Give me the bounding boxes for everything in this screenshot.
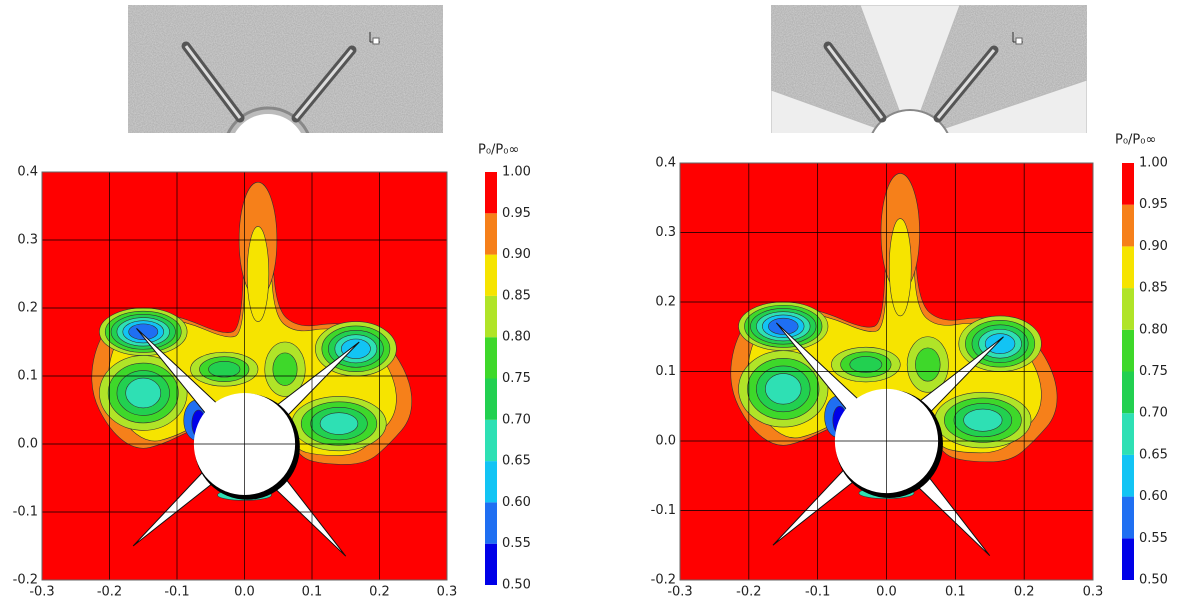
contour-region bbox=[768, 317, 799, 335]
y-tick-label: 0.1 bbox=[17, 369, 38, 384]
y-tick-label: 0.0 bbox=[655, 434, 676, 449]
x-tick-label: 0.0 bbox=[876, 585, 897, 600]
contour-region bbox=[125, 377, 162, 409]
contour-region bbox=[963, 408, 1003, 432]
x-tick-label: 0.3 bbox=[437, 585, 458, 600]
colorbar-segment bbox=[485, 254, 497, 296]
colorbar-segment bbox=[1122, 371, 1134, 414]
x-tick-label: 0.3 bbox=[1083, 585, 1104, 600]
y-tick-label: 0.1 bbox=[655, 364, 676, 379]
colorbar-tick-label: 0.85 bbox=[502, 288, 531, 303]
colorbar-segment bbox=[485, 172, 497, 214]
colorbar-tick-label: 0.70 bbox=[1139, 406, 1168, 421]
colorbar-segment bbox=[1122, 413, 1134, 455]
colorbar-segment bbox=[485, 213, 497, 255]
colorbar-segment bbox=[1122, 204, 1134, 247]
x-tick-label: -0.1 bbox=[164, 585, 189, 600]
colorbar-tick-label: 1.00 bbox=[1139, 156, 1168, 171]
y-tick-label: -0.2 bbox=[13, 573, 38, 588]
contour-region bbox=[208, 360, 241, 378]
contour-region bbox=[765, 373, 802, 405]
colorbar-tick-label: 0.90 bbox=[502, 247, 531, 262]
colorbar-tick-label: 0.60 bbox=[502, 495, 531, 510]
colorbar-segment bbox=[1122, 454, 1134, 497]
colorbar-segment bbox=[485, 461, 497, 503]
colorbar-segment bbox=[1122, 329, 1134, 372]
y-tick-label: 0.2 bbox=[655, 295, 676, 310]
contour-region bbox=[849, 356, 883, 373]
colorbar-tick-label: 0.95 bbox=[502, 206, 531, 221]
colorbar-title: P₀/P₀∞ bbox=[478, 143, 519, 158]
y-tick-label: -0.2 bbox=[651, 573, 676, 588]
colorbar-tick-label: 0.75 bbox=[1139, 364, 1168, 379]
colorbar-title: P₀/P₀∞ bbox=[1115, 133, 1156, 148]
x-tick-label: 0.2 bbox=[369, 585, 390, 600]
mesh-image bbox=[128, 5, 443, 133]
colorbar-segment bbox=[485, 502, 497, 544]
x-tick-label: 0.1 bbox=[302, 585, 323, 600]
x-tick-label: 0.1 bbox=[945, 585, 966, 600]
colorbar-tick-label: 0.80 bbox=[1139, 322, 1168, 337]
colorbar-tick-label: 0.70 bbox=[502, 412, 531, 427]
colorbar-tick-label: 0.50 bbox=[502, 578, 531, 593]
contour-panel: -0.3 -0.2 -0.1 0.0 0.1 0.2 0.3-0.2-0.10.00.10.… bbox=[13, 143, 531, 600]
contour-panel: -0.3 -0.2 -0.1 0.0 0.1 0.2 0.3-0.2-0.10.00.10.… bbox=[651, 133, 1168, 600]
y-tick-label: 0.2 bbox=[17, 301, 38, 316]
colorbar-tick-label: 0.50 bbox=[1139, 573, 1168, 588]
colorbar-tick-label: 1.00 bbox=[502, 165, 531, 180]
y-tick-label: 0.3 bbox=[17, 233, 38, 248]
x-tick-label: 0.2 bbox=[1014, 585, 1035, 600]
x-tick-label: -0.1 bbox=[805, 585, 830, 600]
colorbar-segment bbox=[485, 543, 497, 585]
contour-region bbox=[984, 333, 1016, 355]
y-tick-label: 0.0 bbox=[17, 437, 38, 452]
y-tick-label: 0.4 bbox=[17, 165, 38, 180]
colorbar-segment bbox=[1122, 246, 1134, 289]
colorbar-tick-label: 0.75 bbox=[502, 371, 531, 386]
plot-frame bbox=[41, 171, 448, 581]
colorbar-tick-label: 0.95 bbox=[1139, 197, 1168, 212]
colorbar-segment bbox=[1122, 538, 1134, 580]
colorbar-segment bbox=[485, 419, 497, 462]
colorbar-segment bbox=[485, 295, 497, 338]
plot-frame bbox=[679, 162, 1094, 581]
contour-region bbox=[888, 218, 912, 317]
y-tick-label: 0.3 bbox=[655, 225, 676, 240]
colorbar-segment bbox=[1122, 288, 1134, 330]
colorbar-segment bbox=[485, 337, 497, 379]
colorbar-segment bbox=[1122, 496, 1134, 539]
contour-region bbox=[915, 347, 941, 382]
colorbar-tick-label: 0.90 bbox=[1139, 239, 1168, 254]
colorbar-segment bbox=[1122, 163, 1134, 205]
x-tick-label: -0.3 bbox=[667, 585, 692, 600]
x-tick-label: 0.0 bbox=[234, 585, 255, 600]
colorbar-tick-label: 0.55 bbox=[1139, 531, 1168, 546]
x-tick-label: -0.2 bbox=[97, 585, 122, 600]
contour-region bbox=[340, 338, 371, 359]
colorbar-tick-label: 0.65 bbox=[502, 454, 531, 469]
colorbar-tick-label: 0.65 bbox=[1139, 447, 1168, 462]
colorbar-tick-label: 0.55 bbox=[502, 536, 531, 551]
colorbar-tick-label: 0.80 bbox=[502, 330, 531, 345]
colorbar-tick-label: 0.85 bbox=[1139, 281, 1168, 296]
colorbar-tick-label: 0.60 bbox=[1139, 489, 1168, 504]
colorbar-segment bbox=[485, 378, 497, 420]
y-tick-label: 0.4 bbox=[655, 156, 676, 171]
contour-region bbox=[246, 226, 270, 322]
mesh-image bbox=[771, 5, 1087, 133]
y-tick-label: -0.1 bbox=[651, 503, 676, 518]
y-tick-label: -0.1 bbox=[13, 505, 38, 520]
contour-region bbox=[319, 412, 359, 435]
contour-region bbox=[272, 352, 298, 386]
contour-region bbox=[128, 323, 159, 341]
x-tick-label: -0.3 bbox=[29, 585, 54, 600]
x-tick-label: -0.2 bbox=[736, 585, 761, 600]
